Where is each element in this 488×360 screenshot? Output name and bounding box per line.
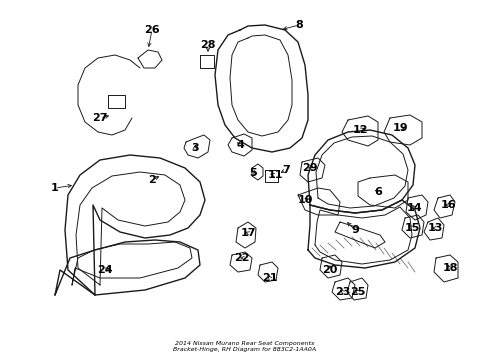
- Polygon shape: [334, 222, 384, 248]
- Text: 2: 2: [148, 175, 156, 185]
- Polygon shape: [138, 50, 162, 68]
- Text: 9: 9: [350, 225, 358, 235]
- Text: 21: 21: [262, 273, 277, 283]
- Text: 25: 25: [349, 287, 365, 297]
- Text: 28: 28: [200, 40, 215, 50]
- Polygon shape: [183, 135, 209, 158]
- Polygon shape: [200, 55, 214, 68]
- Text: 14: 14: [407, 203, 422, 213]
- Polygon shape: [357, 175, 407, 208]
- Polygon shape: [401, 215, 423, 238]
- Polygon shape: [307, 130, 414, 213]
- Polygon shape: [433, 195, 454, 218]
- Polygon shape: [65, 155, 204, 295]
- Text: 10: 10: [297, 195, 312, 205]
- Text: 17: 17: [240, 228, 255, 238]
- Text: 27: 27: [92, 113, 107, 123]
- Polygon shape: [227, 134, 251, 156]
- Text: 26: 26: [144, 25, 160, 35]
- Text: 18: 18: [441, 263, 457, 273]
- Polygon shape: [215, 25, 307, 152]
- Text: 19: 19: [391, 123, 407, 133]
- Text: 29: 29: [302, 163, 317, 173]
- Polygon shape: [423, 218, 443, 240]
- Polygon shape: [258, 262, 278, 282]
- Text: 15: 15: [404, 223, 419, 233]
- Text: 5: 5: [249, 168, 256, 178]
- Text: 23: 23: [335, 287, 350, 297]
- Text: 3: 3: [191, 143, 199, 153]
- Polygon shape: [331, 278, 354, 300]
- Text: 11: 11: [267, 170, 282, 180]
- Polygon shape: [251, 164, 263, 180]
- Text: 8: 8: [295, 20, 302, 30]
- Text: 16: 16: [439, 200, 455, 210]
- Polygon shape: [55, 240, 200, 295]
- Text: 4: 4: [236, 140, 244, 150]
- Polygon shape: [346, 278, 367, 300]
- Text: 24: 24: [97, 265, 113, 275]
- Polygon shape: [297, 188, 339, 215]
- Polygon shape: [341, 116, 377, 146]
- Text: 20: 20: [322, 265, 337, 275]
- Polygon shape: [229, 252, 251, 272]
- Text: 22: 22: [234, 253, 249, 263]
- Polygon shape: [307, 200, 419, 268]
- Text: 1: 1: [51, 183, 59, 193]
- Polygon shape: [433, 255, 457, 282]
- Polygon shape: [405, 195, 427, 220]
- Polygon shape: [236, 222, 256, 248]
- Text: 13: 13: [427, 223, 442, 233]
- Polygon shape: [319, 255, 341, 278]
- Polygon shape: [299, 158, 325, 182]
- Text: 6: 6: [373, 187, 381, 197]
- Text: 12: 12: [351, 125, 367, 135]
- Text: 7: 7: [282, 165, 289, 175]
- Text: 2014 Nissan Murano Rear Seat Components
Bracket-Hinge, RH Diagram for 883C2-1AA0: 2014 Nissan Murano Rear Seat Components …: [173, 341, 315, 352]
- Polygon shape: [264, 170, 278, 182]
- Polygon shape: [383, 115, 421, 145]
